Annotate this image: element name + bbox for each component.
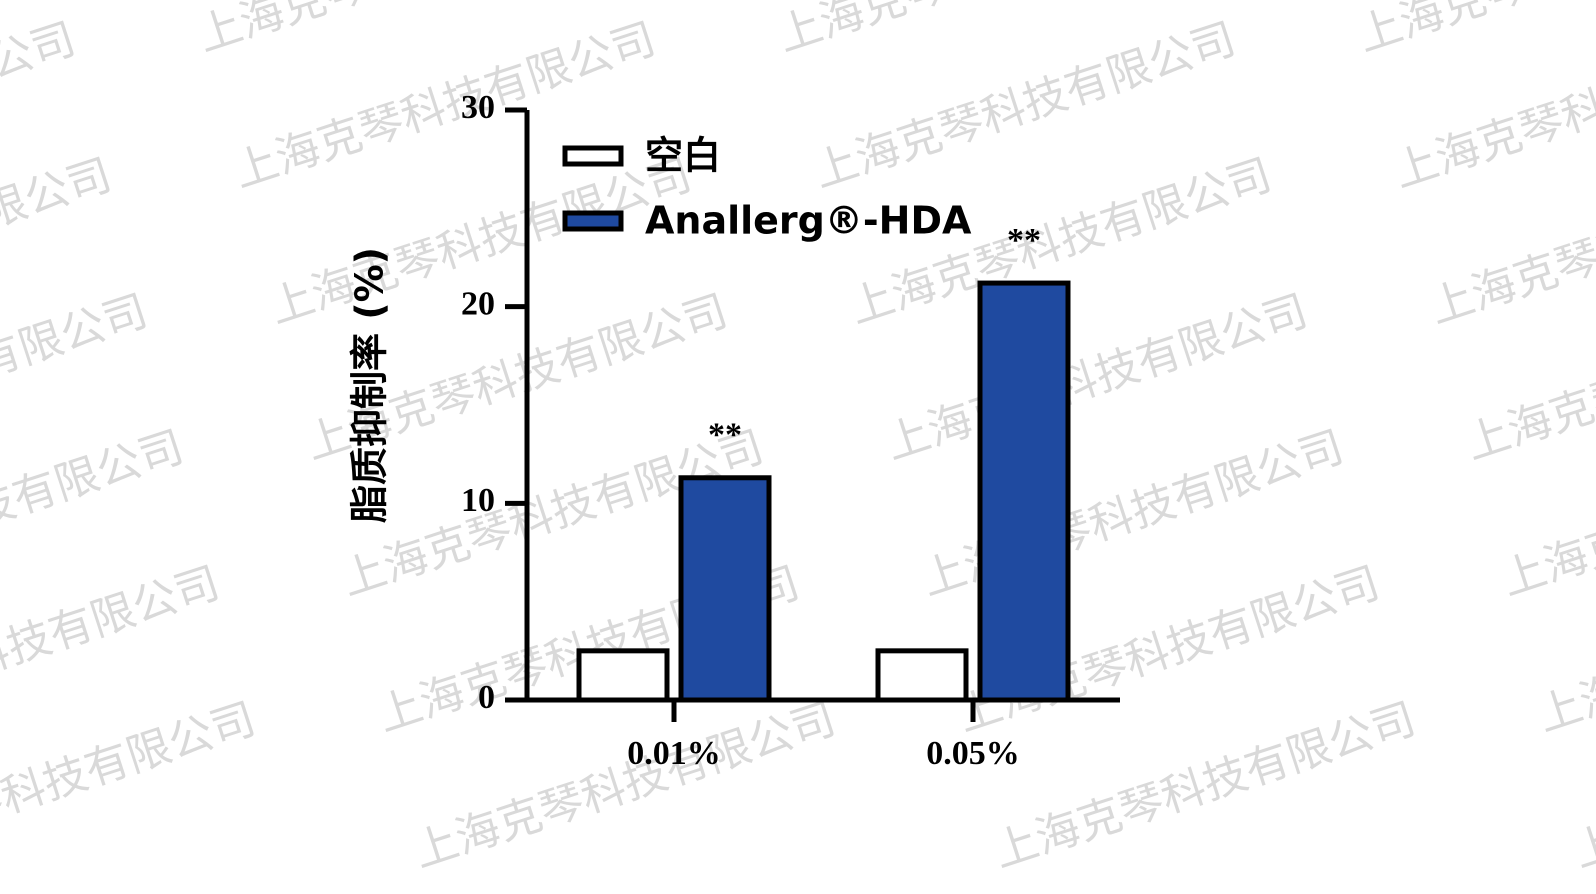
significance-label: **	[1007, 222, 1041, 259]
legend-swatch	[562, 210, 624, 232]
y-tick-label: 0	[478, 679, 495, 716]
legend-label: 空白	[645, 134, 721, 178]
watermark: 上海克琴科技有限公司	[0, 693, 262, 877]
bar	[875, 648, 969, 703]
y-tick-label: 20	[461, 285, 495, 322]
bar	[678, 475, 772, 703]
y-tick-label: 10	[461, 482, 495, 519]
bar	[977, 280, 1071, 703]
x-tick-label: 0.05%	[926, 735, 1020, 772]
y-tick-label: 30	[461, 89, 495, 126]
significance-label: **	[708, 417, 742, 454]
watermark: 上海克琴科技有限公司	[879, 285, 1313, 469]
watermark: 上海克琴科技有限公司	[407, 693, 841, 877]
watermark: 上海克琴科技有限公司	[1351, 0, 1596, 62]
watermark: 上海克琴科技有限公司	[807, 13, 1241, 197]
legend-swatch	[562, 145, 624, 167]
legend-label: Anallerg®-HDA	[645, 199, 972, 243]
bar	[576, 648, 670, 703]
x-tick-label: 0.01%	[627, 735, 721, 772]
y-axis-label: 脂质抑制率 (%)	[348, 247, 392, 523]
watermark: 上海克琴科技有限公司	[227, 13, 661, 197]
watermark: 上海克琴科技有限公司	[987, 693, 1421, 877]
